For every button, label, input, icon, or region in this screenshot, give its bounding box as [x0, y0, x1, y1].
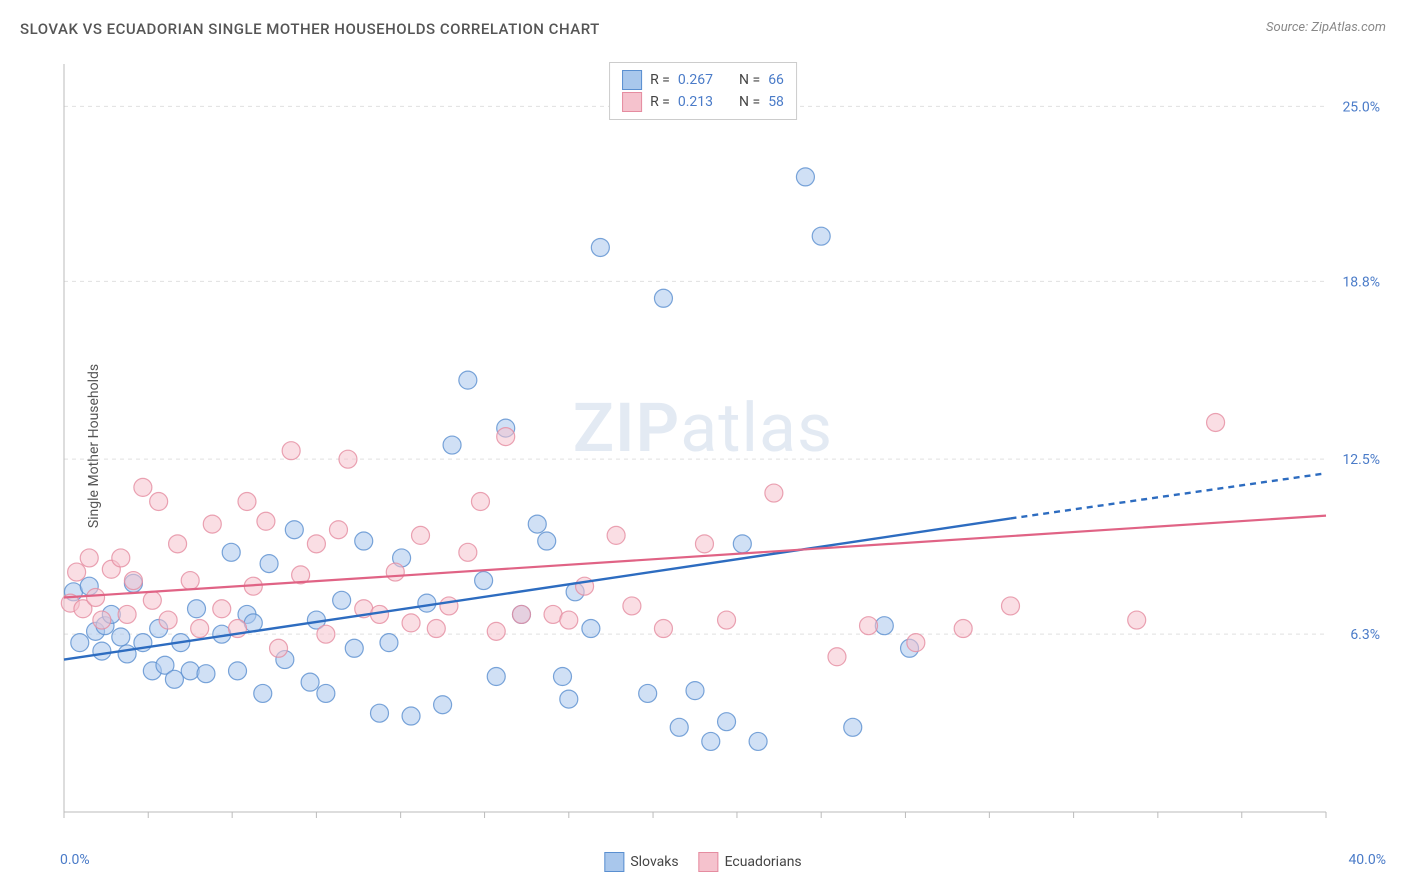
stats-legend-row-slovaks: R = 0.267 N = 66: [622, 69, 784, 91]
scatter-chart-svg: 6.3% 12.5% 18.8% 25.0%: [60, 60, 1386, 832]
svg-text:25.0%: 25.0%: [1342, 99, 1380, 115]
chart-plot-area: 6.3% 12.5% 18.8% 25.0%: [60, 60, 1386, 832]
source-attribution: Source: ZipAtlas.com: [1266, 20, 1386, 35]
svg-text:12.5%: 12.5%: [1342, 452, 1380, 468]
stats-legend: R = 0.267 N = 66 R = 0.213 N = 58: [609, 62, 797, 120]
legend-swatch-ecuadorians: [622, 92, 642, 112]
svg-text:6.3%: 6.3%: [1350, 627, 1380, 643]
chart-title: SLOVAK VS ECUADORIAN SINGLE MOTHER HOUSE…: [20, 20, 600, 38]
series-legend: Slovaks Ecuadorians: [604, 852, 801, 872]
legend-swatch-icon: [604, 852, 624, 872]
legend-swatch-icon: [699, 852, 719, 872]
legend-item-ecuadorians: Ecuadorians: [699, 852, 802, 872]
svg-text:18.8%: 18.8%: [1342, 274, 1380, 290]
legend-swatch-slovaks: [622, 70, 642, 90]
x-axis-max-label: 40.0%: [1348, 852, 1386, 868]
x-axis-min-label: 0.0%: [60, 852, 90, 868]
legend-item-slovaks: Slovaks: [604, 852, 678, 872]
stats-legend-row-ecuadorians: R = 0.213 N = 58: [622, 91, 784, 113]
